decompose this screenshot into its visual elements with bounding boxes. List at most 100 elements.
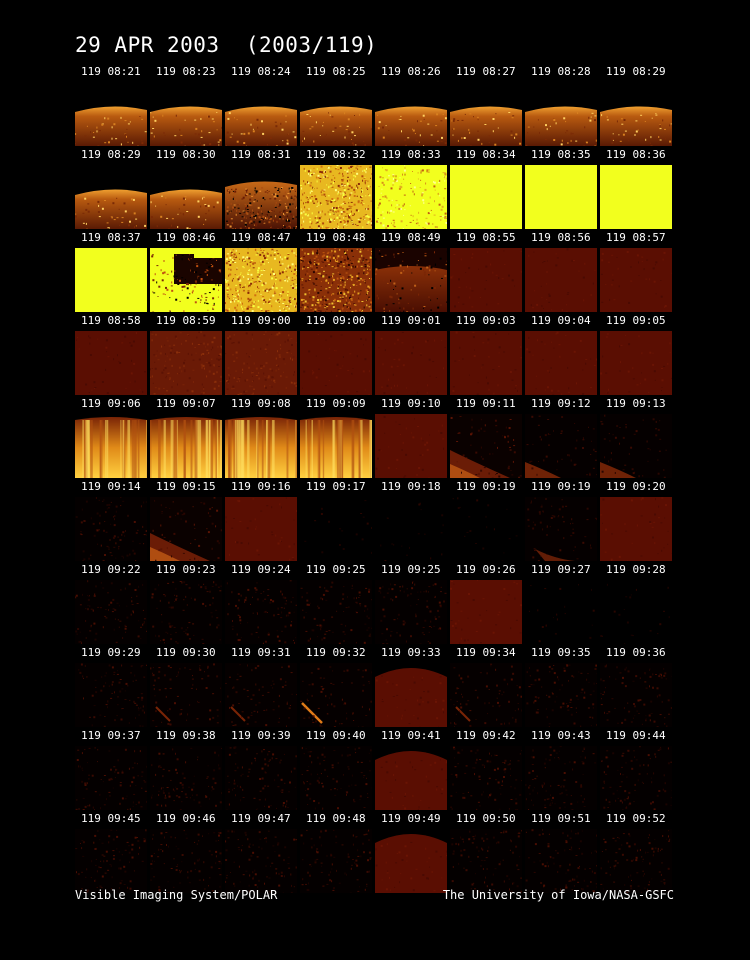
frame-image <box>600 580 672 644</box>
frame-timestamp: 119 09:08 <box>231 397 291 410</box>
frame-timestamp: 119 09:09 <box>306 397 366 410</box>
frame-image <box>150 829 222 893</box>
frame-image <box>375 82 447 146</box>
frame-timestamp: 119 09:33 <box>381 646 441 659</box>
frame-cell: 119 09:11 <box>450 394 522 478</box>
auroral-image <box>150 497 222 561</box>
frame-row: 119 08:21 119 08:23 119 08:24 119 08:25 119 … <box>75 62 675 146</box>
frame-row: 119 08:29 119 08:30 119 08:31 119 08:32 119 … <box>75 145 675 229</box>
frame-timestamp: 119 09:00 <box>231 314 291 327</box>
frame-cell: 119 09:15 <box>150 477 222 561</box>
frame-image <box>525 331 597 395</box>
frame-image <box>150 746 222 810</box>
auroral-image <box>225 497 297 561</box>
frame-image <box>525 580 597 644</box>
auroral-image <box>150 248 222 312</box>
frame-cell: 119 09:51 <box>525 809 597 893</box>
auroral-image <box>375 497 447 561</box>
auroral-image <box>600 829 672 893</box>
frame-cell: 119 08:24 <box>225 62 297 146</box>
frame-row: 119 09:22 119 09:23 119 09:24 119 09:25 119 … <box>75 560 675 644</box>
frame-image <box>300 497 372 561</box>
frame-timestamp: 119 09:36 <box>606 646 666 659</box>
frame-cell: 119 08:58 <box>75 311 147 395</box>
frame-timestamp: 119 09:31 <box>231 646 291 659</box>
frame-timestamp: 119 09:01 <box>381 314 441 327</box>
frame-image <box>300 746 372 810</box>
frame-image <box>525 248 597 312</box>
auroral-image <box>225 414 297 478</box>
frame-cell: 119 09:17 <box>300 477 372 561</box>
auroral-image <box>225 746 297 810</box>
auroral-image <box>300 331 372 395</box>
frame-row: 119 09:29 119 09:30 119 09:31 119 09:32 119 … <box>75 643 675 727</box>
frame-cell: 119 09:00 <box>225 311 297 395</box>
auroral-image <box>300 414 372 478</box>
frame-cell: 119 08:34 <box>450 145 522 229</box>
frame-image <box>75 82 147 146</box>
frame-timestamp: 119 08:58 <box>81 314 141 327</box>
auroral-image <box>450 746 522 810</box>
frame-image <box>150 165 222 229</box>
frame-image <box>150 414 222 478</box>
frame-cell: 119 09:08 <box>225 394 297 478</box>
frame-cell: 119 09:12 <box>525 394 597 478</box>
auroral-image <box>225 663 297 727</box>
auroral-image <box>450 165 522 229</box>
frame-timestamp: 119 09:06 <box>81 397 141 410</box>
auroral-image <box>75 746 147 810</box>
auroral-image <box>375 414 447 478</box>
auroral-image <box>375 746 447 810</box>
frame-cell: 119 09:43 <box>525 726 597 810</box>
frame-cell: 119 09:41 <box>375 726 447 810</box>
frame-image <box>600 331 672 395</box>
auroral-image <box>75 414 147 478</box>
auroral-image <box>225 580 297 644</box>
auroral-image <box>75 248 147 312</box>
frame-cell: 119 09:36 <box>600 643 672 727</box>
frame-image <box>525 414 597 478</box>
auroral-image <box>525 82 597 146</box>
auroral-image <box>75 663 147 727</box>
frame-cell: 119 09:31 <box>225 643 297 727</box>
frame-cell: 119 09:40 <box>300 726 372 810</box>
auroral-image <box>75 82 147 146</box>
frame-cell: 119 09:22 <box>75 560 147 644</box>
frame-cell: 119 09:42 <box>450 726 522 810</box>
auroral-image <box>300 746 372 810</box>
frame-cell: 119 09:35 <box>525 643 597 727</box>
auroral-image <box>225 181 297 229</box>
auroral-image <box>525 497 597 561</box>
frame-cell: 119 09:05 <box>600 311 672 395</box>
auroral-image <box>525 248 597 312</box>
page-title: 29 APR 2003 (2003/119) <box>75 33 378 57</box>
frame-cell: 119 09:44 <box>600 726 672 810</box>
frame-timestamp: 119 08:46 <box>156 231 216 244</box>
frame-image <box>225 248 297 312</box>
frame-cell: 119 08:48 <box>300 228 372 312</box>
auroral-image <box>375 248 447 312</box>
frame-row: 119 08:37 119 08:46 119 08:47 119 08:48 119 … <box>75 228 675 312</box>
auroral-image <box>600 663 672 727</box>
frame-timestamp: 119 08:55 <box>456 231 516 244</box>
auroral-image <box>300 497 372 561</box>
auroral-image <box>525 414 597 478</box>
frame-cell: 119 08:30 <box>150 145 222 229</box>
auroral-image <box>75 829 147 893</box>
auroral-image <box>450 497 522 561</box>
frame-image <box>600 829 672 893</box>
frame-timestamp: 119 09:43 <box>531 729 591 742</box>
frame-timestamp: 119 08:36 <box>606 148 666 161</box>
frame-image <box>600 663 672 727</box>
frame-timestamp: 119 09:40 <box>306 729 366 742</box>
auroral-image <box>375 580 447 644</box>
frame-timestamp: 119 09:19 <box>456 480 516 493</box>
frame-cell: 119 09:34 <box>450 643 522 727</box>
auroral-image <box>150 663 222 727</box>
auroral-image <box>225 331 297 395</box>
frame-timestamp: 119 09:44 <box>606 729 666 742</box>
frame-cell: 119 09:07 <box>150 394 222 478</box>
frame-timestamp: 119 09:11 <box>456 397 516 410</box>
auroral-image <box>75 497 147 561</box>
frame-image <box>150 248 222 312</box>
